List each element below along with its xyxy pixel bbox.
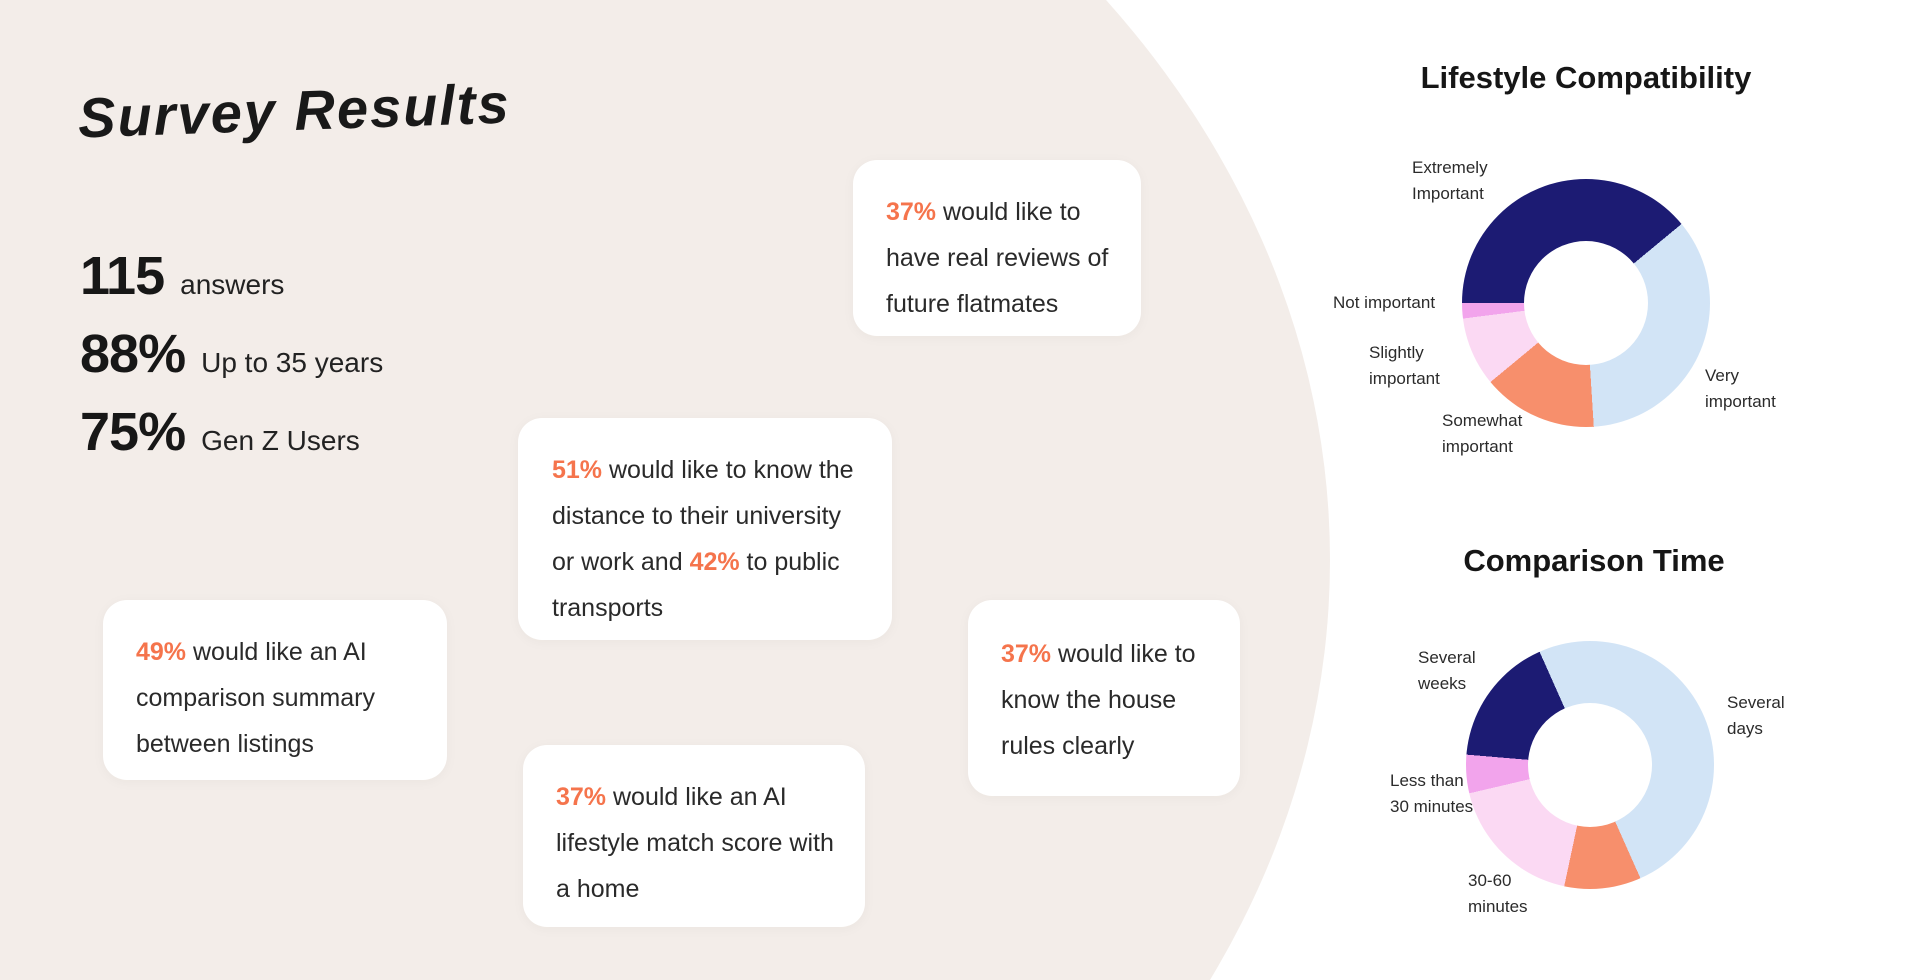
donut-label-30-60-minutes: 30-60 minutes [1468,871,1528,916]
stats-list: 115 answers 88% Up to 35 years 75% Gen Z… [80,248,383,460]
chart-title-lifestyle-compatibility: Lifestyle Compatibility [1420,60,1752,95]
percent-highlight: 42% [689,548,740,576]
insight-card-text: 37% would like to know the house rules c… [968,600,1240,769]
stat-row-genz: 75% Gen Z Users [80,404,383,460]
insight-card-text: 49% would like an AI comparison summary … [103,600,447,767]
donut-label-slightly-important: Slightly important [1369,343,1440,388]
donut-label-somewhat-important: Somewhat important [1442,411,1523,456]
stat-row-age: 88% Up to 35 years [80,326,383,382]
insight-card-lifestyle-score: 37% would like an AI lifestyle match sco… [523,745,865,927]
percent-highlight: 37% [1001,640,1052,668]
stat-label: Gen Z Users [201,425,360,456]
percent-highlight: 51% [552,456,603,484]
percent-highlight: 37% [556,783,607,811]
card-text-segment: to public transports [552,548,840,622]
insight-card-real-reviews: 37% would like to have real reviews of f… [853,160,1141,336]
donut-label-not-important: Not important [1333,293,1436,312]
lifestyle-compatibility-donut [1462,179,1710,427]
donut-label-less-than-30-minutes: Less than 30 minutes [1390,771,1474,816]
card-text-segment: would like an AI comparison summary betw… [136,638,375,758]
stat-value: 88% [80,324,186,384]
card-text-segment: would like to know the distance to their… [552,456,854,576]
insight-card-text: 37% would like to have real reviews of f… [853,160,1141,327]
stat-value: 115 [80,246,165,306]
percent-highlight: 49% [136,638,187,666]
insight-card-text: 37% would like an AI lifestyle match sco… [523,745,865,912]
insight-card-distance: 51% would like to know the distance to t… [518,418,892,640]
card-text-segment: would like to know the house rules clear… [1001,640,1196,760]
stat-label: Up to 35 years [201,347,384,378]
stat-value: 75% [80,402,186,462]
insight-card-text: 51% would like to know the distance to t… [518,418,892,631]
donut-label-very-important: Very important [1705,366,1776,411]
percent-highlight: 37% [886,198,937,226]
card-text-segment: would like to have real reviews of futur… [886,198,1109,318]
insight-card-house-rules: 37% would like to know the house rules c… [968,600,1240,796]
stat-label: answers [180,269,285,300]
card-text-segment: would like an AI lifestyle match score w… [556,783,834,903]
comparison-time-donut [1466,641,1714,889]
stat-row-answers: 115 answers [80,248,383,304]
donut-label-several-days: Several days [1727,693,1785,738]
chart-title-comparison-time: Comparison Time [1463,543,1725,578]
insight-card-ai-comparison: 49% would like an AI comparison summary … [103,600,447,780]
donut-label-extremely-important: Extremely Important [1412,158,1488,203]
donut-label-several-weeks: Several weeks [1418,648,1476,693]
